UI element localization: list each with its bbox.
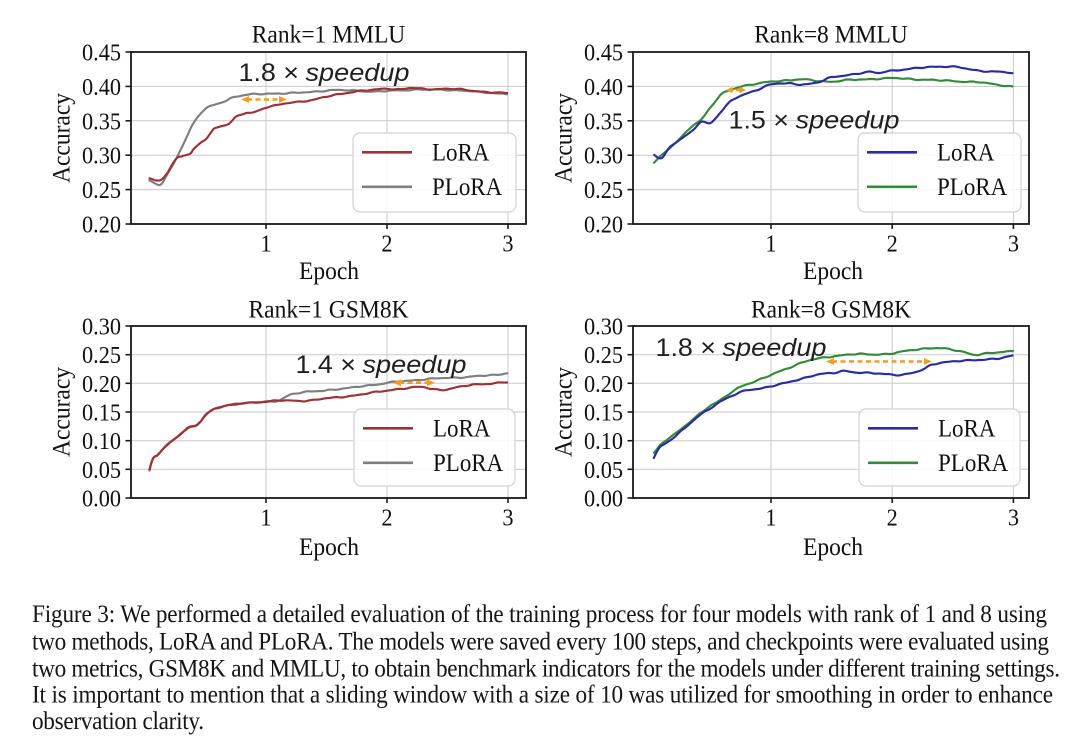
svg-text:2: 2 xyxy=(381,505,392,532)
svg-text:0.35: 0.35 xyxy=(82,108,121,135)
svg-text:0.35: 0.35 xyxy=(584,108,623,135)
svg-text:1.5 ×: 1.5 × xyxy=(729,107,790,135)
svg-text:PLoRA: PLoRA xyxy=(433,449,504,477)
svg-text:0.10: 0.10 xyxy=(584,428,623,455)
svg-text:1: 1 xyxy=(765,231,776,258)
svg-text:Accuracy: Accuracy xyxy=(48,366,76,457)
svg-text:3: 3 xyxy=(1008,231,1019,258)
svg-text:Accuracy: Accuracy xyxy=(550,366,578,457)
svg-text:0.25: 0.25 xyxy=(584,342,623,369)
svg-text:Rank=1 GSM8K: Rank=1 GSM8K xyxy=(248,296,408,324)
svg-text:LoRA: LoRA xyxy=(938,415,996,443)
svg-text:0.05: 0.05 xyxy=(584,457,623,484)
svg-text:0.10: 0.10 xyxy=(82,428,121,455)
svg-text:Rank=8 GSM8K: Rank=8 GSM8K xyxy=(751,296,911,324)
svg-text:LoRA: LoRA xyxy=(937,139,995,167)
svg-text:PLoRA: PLoRA xyxy=(938,449,1009,477)
svg-text:3: 3 xyxy=(502,231,513,258)
svg-text:Epoch: Epoch xyxy=(299,533,360,561)
svg-text:speedup: speedup xyxy=(363,351,467,379)
svg-text:0.45: 0.45 xyxy=(82,40,121,67)
svg-text:Accuracy: Accuracy xyxy=(550,92,578,183)
svg-text:LoRA: LoRA xyxy=(433,415,491,443)
svg-text:2: 2 xyxy=(887,505,898,532)
svg-text:0.05: 0.05 xyxy=(82,457,121,484)
svg-text:speedup: speedup xyxy=(723,334,827,362)
svg-text:LoRA: LoRA xyxy=(432,139,490,167)
svg-text:1.4 ×: 1.4 × xyxy=(296,351,357,379)
svg-text:0.30: 0.30 xyxy=(584,314,623,341)
svg-text:speedup: speedup xyxy=(306,59,410,87)
svg-text:2: 2 xyxy=(381,231,392,258)
svg-text:0.25: 0.25 xyxy=(82,177,121,204)
svg-text:Epoch: Epoch xyxy=(803,257,864,285)
svg-text:3: 3 xyxy=(1008,505,1019,532)
svg-text:Rank=8 MMLU: Rank=8 MMLU xyxy=(754,21,908,49)
svg-text:1: 1 xyxy=(260,505,271,532)
svg-text:0.15: 0.15 xyxy=(584,400,623,427)
svg-text:0.00: 0.00 xyxy=(584,486,623,513)
svg-text:0.20: 0.20 xyxy=(82,212,121,239)
svg-text:Figure 3: We performed a detai: Figure 3: We performed a detailed evalua… xyxy=(32,600,1047,628)
svg-text:1: 1 xyxy=(765,505,776,532)
svg-text:Epoch: Epoch xyxy=(299,257,360,285)
svg-text:0.30: 0.30 xyxy=(82,314,121,341)
svg-text:0.20: 0.20 xyxy=(584,371,623,398)
svg-text:2: 2 xyxy=(887,231,898,258)
svg-text:Accuracy: Accuracy xyxy=(48,92,76,183)
svg-text:0.30: 0.30 xyxy=(82,143,121,170)
svg-text:observation clarity.: observation clarity. xyxy=(32,707,204,735)
svg-text:0.25: 0.25 xyxy=(584,177,623,204)
svg-text:PLoRA: PLoRA xyxy=(432,173,503,201)
svg-text:Epoch: Epoch xyxy=(803,533,864,561)
svg-text:0.20: 0.20 xyxy=(584,212,623,239)
svg-text:1.8 ×: 1.8 × xyxy=(656,334,717,362)
svg-text:0.00: 0.00 xyxy=(82,486,121,513)
svg-text:3: 3 xyxy=(502,505,513,532)
svg-text:0.40: 0.40 xyxy=(584,74,623,101)
svg-text:0.25: 0.25 xyxy=(82,342,121,369)
svg-text:Rank=1 MMLU: Rank=1 MMLU xyxy=(252,21,406,49)
svg-text:1: 1 xyxy=(260,231,271,258)
svg-text:two methods, LoRA and PLoRA. T: two methods, LoRA and PLoRA. The models … xyxy=(32,628,1049,656)
svg-text:0.40: 0.40 xyxy=(82,74,121,101)
svg-text:1.8 ×: 1.8 × xyxy=(239,59,300,87)
svg-text:0.45: 0.45 xyxy=(584,40,623,67)
svg-text:PLoRA: PLoRA xyxy=(937,173,1008,201)
svg-text:0.15: 0.15 xyxy=(82,400,121,427)
svg-text:0.20: 0.20 xyxy=(82,371,121,398)
svg-text:two metrics, GSM8K and MMLU, t: two metrics, GSM8K and MMLU, to obtain b… xyxy=(32,655,1060,683)
svg-text:It is important to mention tha: It is important to mention that a slidin… xyxy=(32,681,1053,709)
svg-text:speedup: speedup xyxy=(796,107,900,135)
svg-text:0.30: 0.30 xyxy=(584,143,623,170)
